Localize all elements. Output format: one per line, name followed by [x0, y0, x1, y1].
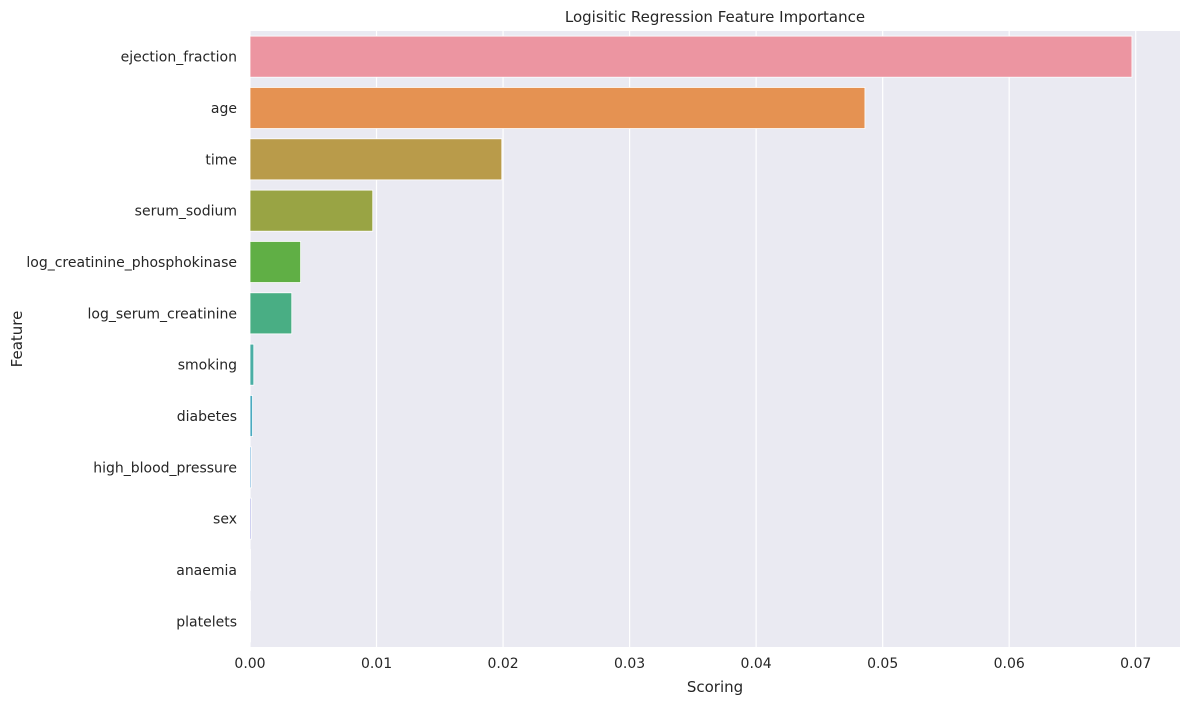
- y-tick-label-high-blood-pressure: high_blood_pressure: [93, 460, 237, 476]
- y-tick-label-smoking: smoking: [178, 358, 237, 374]
- bar-ejection-fraction: [249, 35, 1133, 78]
- bar-sex: [249, 497, 252, 540]
- y-tick-label-diabetes: diabetes: [177, 409, 237, 425]
- y-axis-label: Feature: [8, 311, 26, 368]
- y-tick-label-age: age: [211, 101, 237, 117]
- bar-anaemia: [249, 549, 252, 591]
- x-tick-label: 0.05: [867, 656, 898, 672]
- y-tick-label-sex: sex: [213, 512, 237, 528]
- y-tick-label-log-serum-creatinine: log_serum_creatinine: [88, 306, 237, 322]
- x-tick-label: 0.02: [487, 656, 518, 672]
- y-tick-label-serum-sodium: serum_sodium: [135, 204, 237, 220]
- bar-smoking: [249, 343, 255, 386]
- y-tick-label-log-creatinine-phosphokinase: log_creatinine_phosphokinase: [26, 255, 237, 271]
- x-tick-label: 0.03: [614, 656, 645, 672]
- bar-serum-sodium: [249, 189, 374, 232]
- x-tick-labels: 0.00 0.01 0.02 0.03 0.04 0.05 0.06 0.07: [234, 656, 1151, 672]
- bar-log-creatinine-phosphokinase: [249, 241, 302, 283]
- x-tick-label: 0.00: [234, 656, 265, 672]
- y-tick-label-anaemia: anaemia: [176, 563, 237, 579]
- x-axis-label: Scoring: [687, 678, 743, 696]
- bar-diabetes: [249, 395, 253, 437]
- bar-log-serum-creatinine: [249, 292, 293, 335]
- x-gridlines: [249, 31, 1137, 647]
- y-tick-label-time: time: [205, 152, 237, 168]
- plot-background: [250, 31, 1180, 647]
- bars: [249, 35, 1133, 643]
- bar-high-blood-pressure: [249, 446, 252, 489]
- bar-age: [249, 87, 866, 129]
- chart-title: Logisitic Regression Feature Importance: [565, 8, 865, 26]
- y-tick-label-platelets: platelets: [176, 614, 237, 630]
- bar-platelets: [249, 600, 252, 643]
- x-tick-label: 0.04: [741, 656, 772, 672]
- bar-time: [249, 138, 503, 181]
- x-tick-label: 0.07: [1120, 656, 1151, 672]
- y-tick-label-ejection-fraction: ejection_fraction: [121, 50, 237, 66]
- x-tick-label: 0.01: [361, 656, 392, 672]
- x-tick-label: 0.06: [994, 656, 1025, 672]
